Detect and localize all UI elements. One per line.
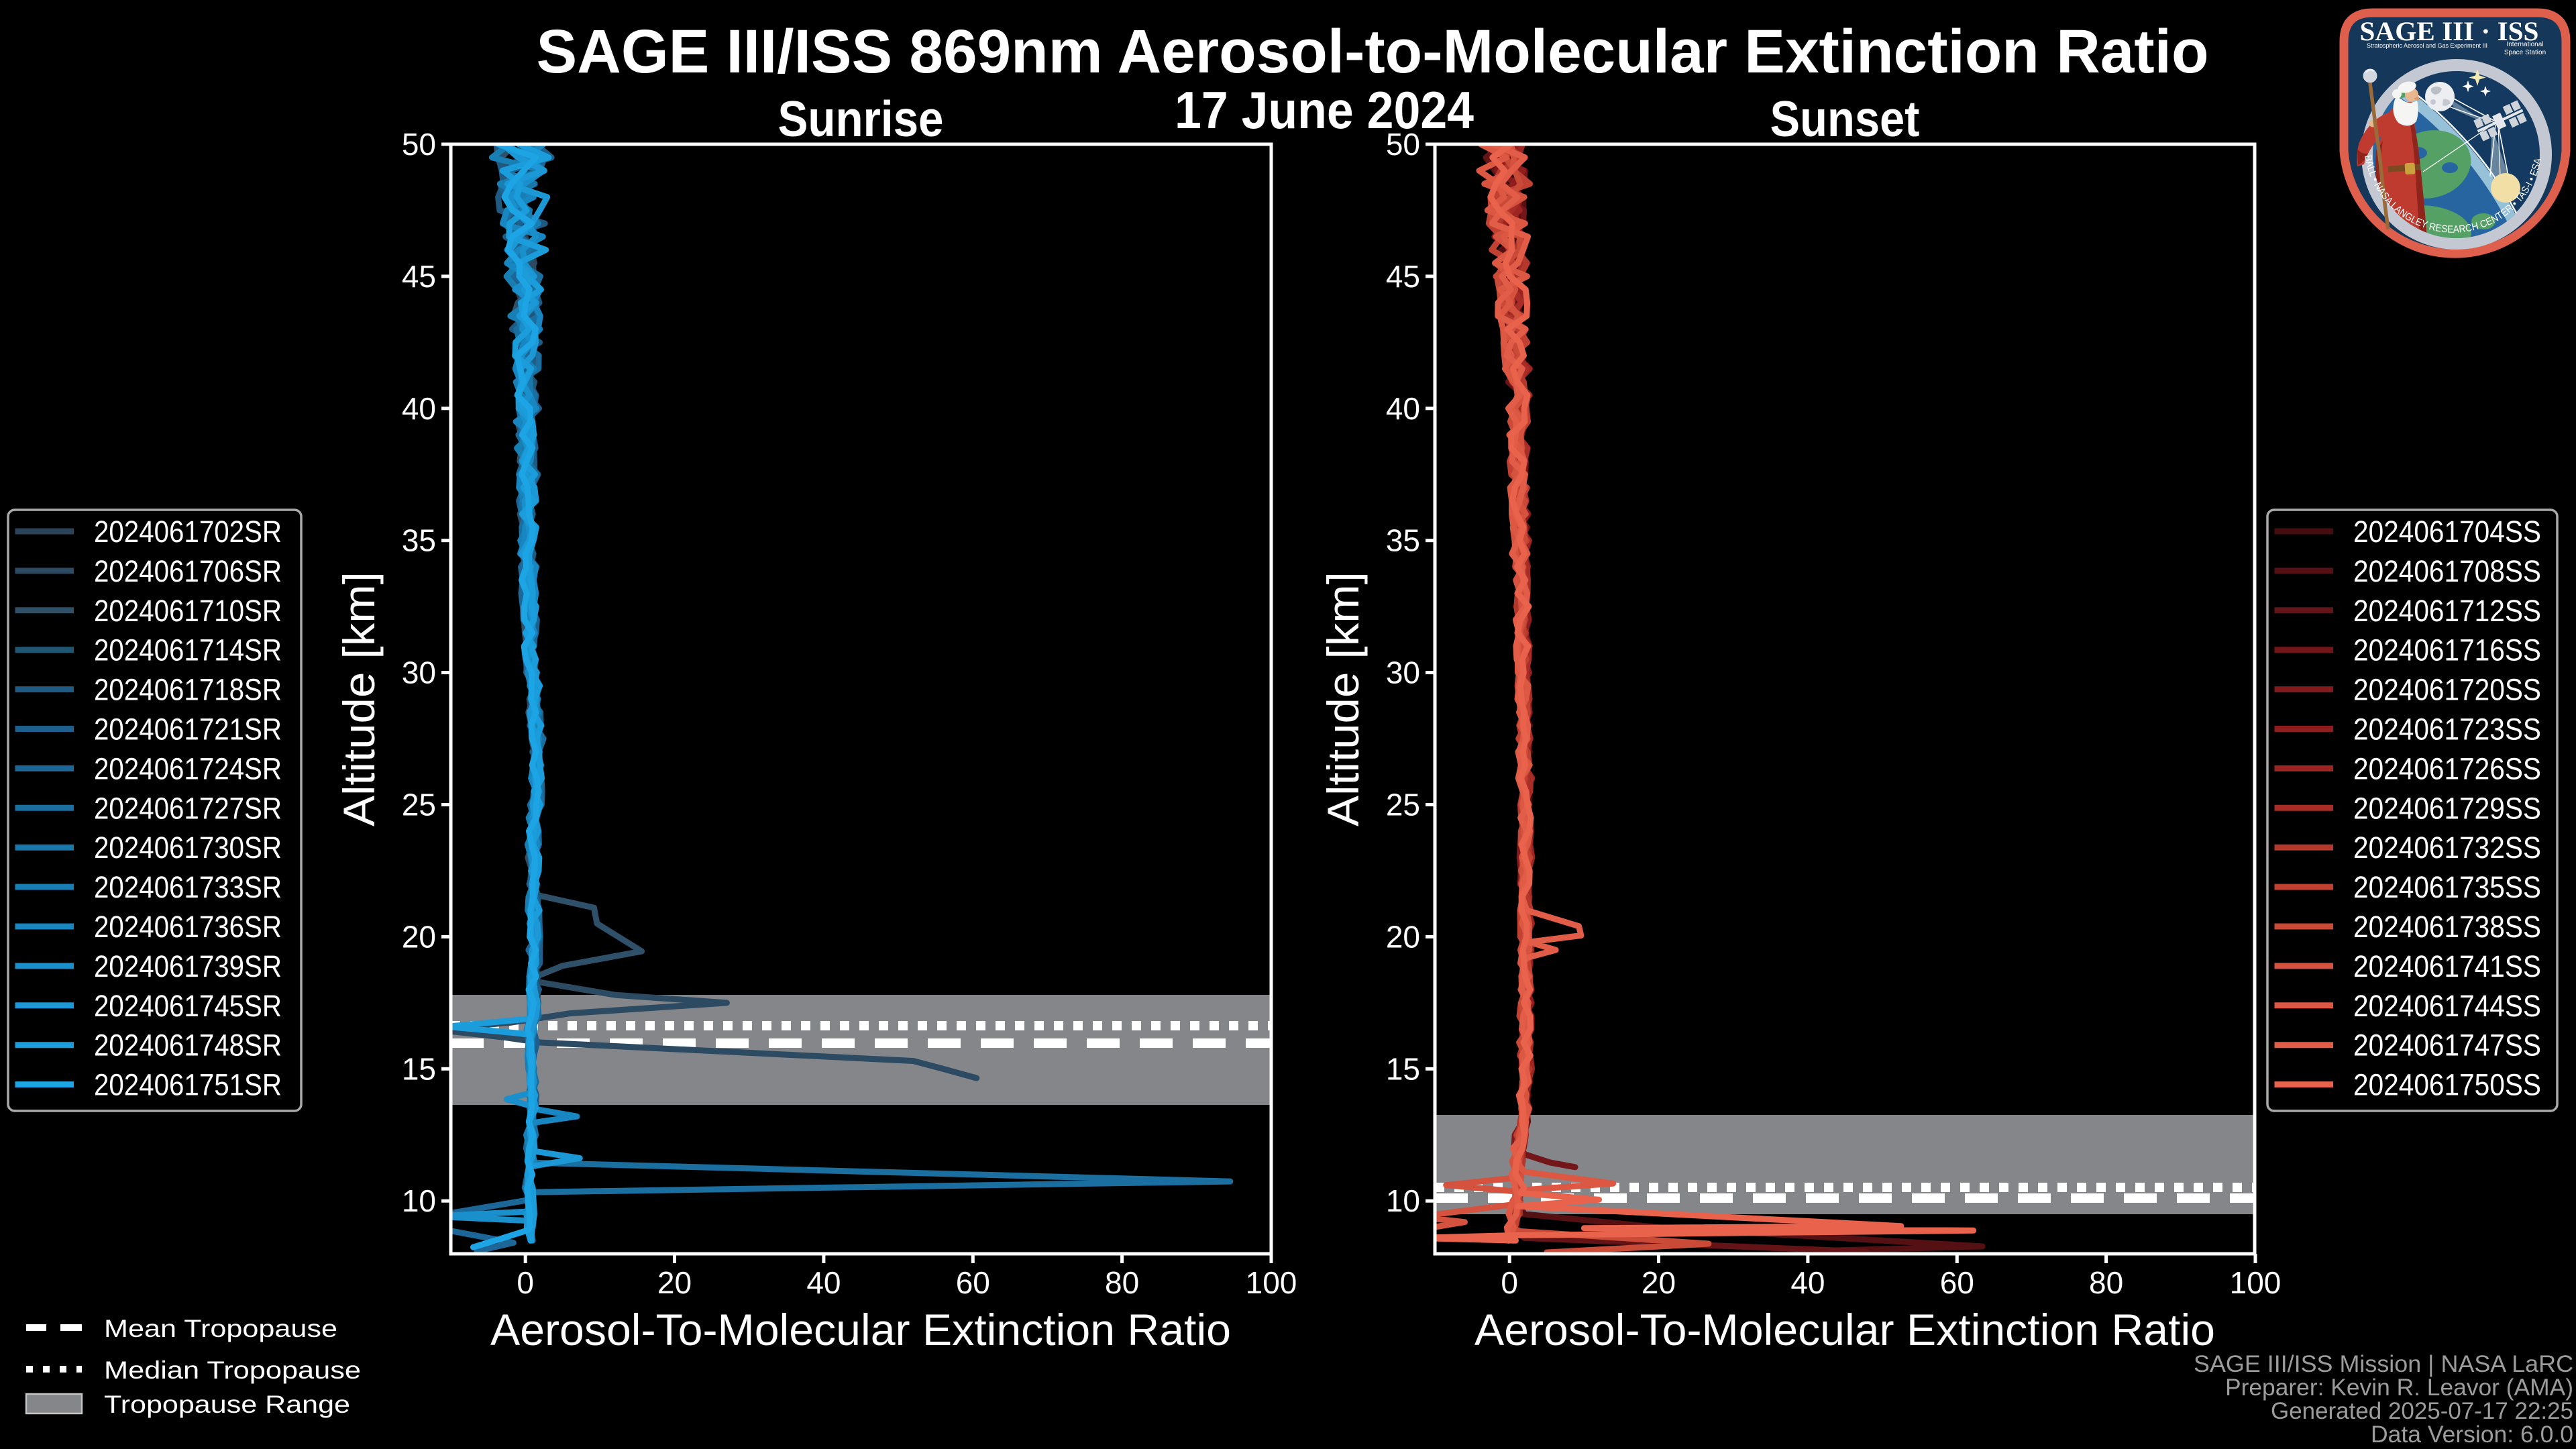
svg-text:2024061741SS: 2024061741SS <box>2353 949 2541 983</box>
svg-text:17 June 2024: 17 June 2024 <box>1175 80 1474 140</box>
svg-text:Space Station: Space Station <box>2504 49 2546 56</box>
svg-text:2024061710SR: 2024061710SR <box>94 594 282 628</box>
svg-text:2024061724SR: 2024061724SR <box>94 751 282 786</box>
svg-text:40: 40 <box>1790 1265 1825 1300</box>
svg-text:2024061716SS: 2024061716SS <box>2353 633 2541 667</box>
svg-text:SAGE III/ISS Mission | NASA La: SAGE III/ISS Mission | NASA LaRC <box>2194 1351 2573 1377</box>
svg-text:2024061735SS: 2024061735SS <box>2353 870 2541 904</box>
svg-text:80: 80 <box>1105 1265 1139 1300</box>
svg-text:80: 80 <box>2089 1265 2123 1300</box>
svg-text:Generated 2025-07-17 22:25: Generated 2025-07-17 22:25 <box>2271 1398 2573 1424</box>
svg-text:60: 60 <box>1940 1265 1974 1300</box>
svg-text:2024061739SR: 2024061739SR <box>94 949 282 983</box>
svg-text:20: 20 <box>1386 919 1420 954</box>
svg-text:2024061738SS: 2024061738SS <box>2353 910 2541 944</box>
svg-text:40: 40 <box>806 1265 841 1300</box>
svg-text:25: 25 <box>1386 788 1420 822</box>
svg-text:10: 10 <box>1386 1183 1420 1218</box>
svg-text:0: 0 <box>517 1265 534 1300</box>
svg-text:2024061708SS: 2024061708SS <box>2353 554 2541 588</box>
svg-text:SAGE III · ISS: SAGE III · ISS <box>2360 16 2539 46</box>
svg-text:2024061736SR: 2024061736SR <box>94 910 282 944</box>
svg-text:Data Version: 6.0.0: Data Version: 6.0.0 <box>2371 1421 2573 1448</box>
svg-text:25: 25 <box>402 788 436 822</box>
svg-text:2024061727SR: 2024061727SR <box>94 791 282 825</box>
svg-text:15: 15 <box>402 1051 436 1086</box>
svg-text:30: 30 <box>1386 655 1420 690</box>
svg-text:2024061702SR: 2024061702SR <box>94 515 282 549</box>
svg-text:2024061720SS: 2024061720SS <box>2353 673 2541 707</box>
svg-text:2024061733SR: 2024061733SR <box>94 870 282 904</box>
svg-text:2024061704SS: 2024061704SS <box>2353 515 2541 549</box>
svg-text:2024061723SS: 2024061723SS <box>2353 712 2541 747</box>
svg-text:2024061714SR: 2024061714SR <box>94 633 282 667</box>
svg-text:10: 10 <box>402 1183 436 1218</box>
svg-text:SAGE III/ISS 869nm Aerosol-to-: SAGE III/ISS 869nm Aerosol-to-Molecular … <box>537 17 2209 86</box>
svg-text:Altitude [km]: Altitude [km] <box>334 572 384 826</box>
svg-text:2024061729SS: 2024061729SS <box>2353 791 2541 825</box>
svg-text:45: 45 <box>1386 259 1420 294</box>
svg-text:2024061726SS: 2024061726SS <box>2353 751 2541 786</box>
svg-text:100: 100 <box>2230 1265 2282 1300</box>
svg-text:35: 35 <box>1386 523 1420 558</box>
svg-text:40: 40 <box>1386 391 1420 426</box>
svg-text:2024061732SS: 2024061732SS <box>2353 830 2541 865</box>
svg-text:Median Tropopause: Median Tropopause <box>104 1356 361 1384</box>
svg-text:Aerosol-To-Molecular Extinctio: Aerosol-To-Molecular Extinction Ratio <box>1474 1305 2215 1354</box>
svg-text:0: 0 <box>1501 1265 1518 1300</box>
svg-text:50: 50 <box>402 127 436 162</box>
svg-text:30: 30 <box>402 655 436 690</box>
svg-text:40: 40 <box>402 391 436 426</box>
svg-text:20: 20 <box>402 919 436 954</box>
svg-text:20: 20 <box>1642 1265 1676 1300</box>
svg-text:100: 100 <box>1246 1265 1297 1300</box>
svg-text:Altitude [km]: Altitude [km] <box>1318 572 1368 826</box>
svg-text:International: International <box>2506 41 2543 48</box>
svg-text:2024061718SR: 2024061718SR <box>94 673 282 707</box>
svg-text:15: 15 <box>1386 1051 1420 1086</box>
svg-text:Stratospheric Aerosol and Gas: Stratospheric Aerosol and Gas Experiment… <box>2367 42 2487 50</box>
svg-text:Tropopause Range: Tropopause Range <box>104 1391 350 1418</box>
svg-text:2024061745SR: 2024061745SR <box>94 989 282 1023</box>
svg-text:2024061751SR: 2024061751SR <box>94 1068 282 1102</box>
svg-text:Sunrise: Sunrise <box>778 91 944 147</box>
svg-text:2024061750SS: 2024061750SS <box>2353 1068 2541 1102</box>
svg-text:2024061744SS: 2024061744SS <box>2353 989 2541 1023</box>
svg-text:60: 60 <box>956 1265 990 1300</box>
svg-text:Sunset: Sunset <box>1770 91 1920 147</box>
svg-text:2024061747SS: 2024061747SS <box>2353 1028 2541 1063</box>
svg-text:45: 45 <box>402 259 436 294</box>
svg-text:2024061712SS: 2024061712SS <box>2353 594 2541 628</box>
svg-text:20: 20 <box>657 1265 692 1300</box>
svg-text:Preparer: Kevin R. Leavor (AMA: Preparer: Kevin R. Leavor (AMA) <box>2225 1375 2573 1401</box>
svg-text:50: 50 <box>1386 127 1420 162</box>
svg-text:2024061730SR: 2024061730SR <box>94 830 282 865</box>
svg-text:2024061706SR: 2024061706SR <box>94 554 282 588</box>
svg-text:2024061748SR: 2024061748SR <box>94 1028 282 1063</box>
svg-text:35: 35 <box>402 523 436 558</box>
svg-text:2024061721SR: 2024061721SR <box>94 712 282 747</box>
svg-text:Mean Tropopause: Mean Tropopause <box>104 1315 337 1342</box>
svg-text:Aerosol-To-Molecular Extinctio: Aerosol-To-Molecular Extinction Ratio <box>490 1305 1231 1354</box>
